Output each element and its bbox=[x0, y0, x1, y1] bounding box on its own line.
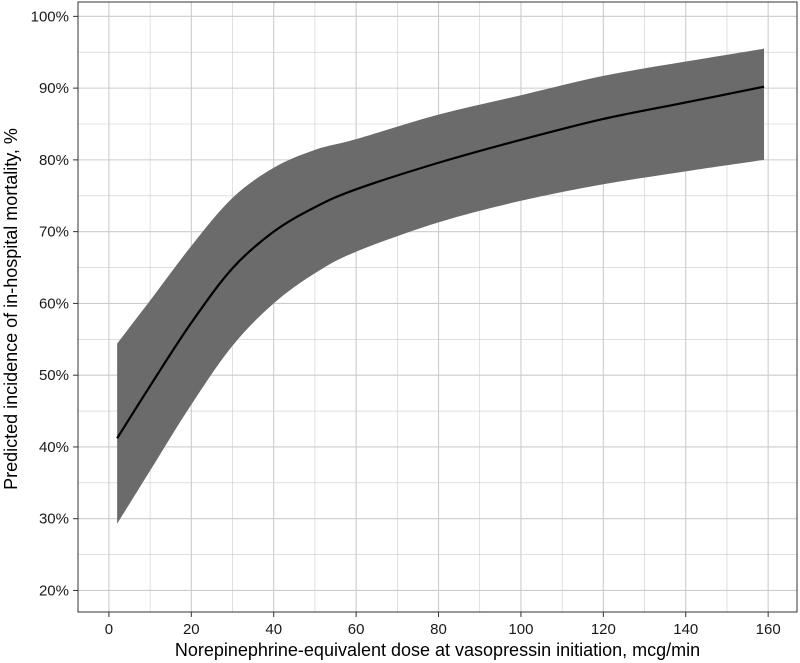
x-axis: 0 20 40 60 80 100 120 140 160 bbox=[105, 612, 781, 638]
y-tick-label: 20% bbox=[39, 582, 69, 599]
confidence-band bbox=[117, 48, 765, 524]
y-tick-label: 70% bbox=[39, 224, 69, 241]
fitted-line bbox=[116, 85, 765, 439]
x-tick-label: 40 bbox=[265, 621, 282, 638]
y-tick-label: 50% bbox=[39, 367, 69, 384]
x-axis-title: Norepinephrine-equivalent dose at vasopr… bbox=[175, 640, 700, 660]
y-tick-label: 40% bbox=[39, 439, 69, 456]
x-tick-label: 0 bbox=[105, 621, 113, 638]
plot-panel-border bbox=[77, 1, 798, 613]
y-axis: 20% 30% 40% 50% 60% 70% 80% 90% 100% bbox=[31, 8, 78, 599]
y-tick-label: 30% bbox=[39, 511, 69, 528]
y-tick-label: 90% bbox=[39, 80, 69, 97]
x-tick-label: 60 bbox=[348, 621, 365, 638]
y-tick-label: 80% bbox=[39, 152, 69, 169]
x-tick-label: 100 bbox=[508, 621, 533, 638]
y-tick-label: 60% bbox=[39, 295, 69, 312]
x-tick-label: 80 bbox=[430, 621, 447, 638]
x-tick-label: 140 bbox=[673, 621, 698, 638]
y-axis-title: Predicted incidence of in-hospital morta… bbox=[1, 128, 21, 490]
y-tick-label: 100% bbox=[31, 8, 69, 25]
x-tick-label: 120 bbox=[591, 621, 616, 638]
x-tick-label: 160 bbox=[756, 621, 781, 638]
x-tick-label: 20 bbox=[183, 621, 200, 638]
